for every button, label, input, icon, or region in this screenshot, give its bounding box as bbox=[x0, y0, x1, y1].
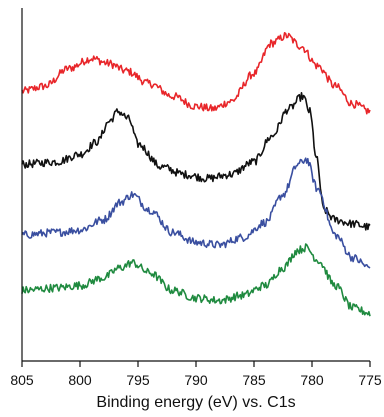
series-line-2 bbox=[21, 92, 371, 231]
series-line-4 bbox=[21, 243, 371, 317]
plot-area: 805 800 795 790 785 780 775 bbox=[10, 8, 382, 388]
x-tick-layer: 805 800 795 790 785 780 775 bbox=[10, 361, 382, 388]
series-line-3 bbox=[21, 157, 371, 269]
x-tick-label: 795 bbox=[126, 372, 150, 388]
x-tick-label: 805 bbox=[10, 372, 34, 388]
x-tick-label: 790 bbox=[184, 372, 208, 388]
series-line-1 bbox=[21, 31, 371, 115]
x-tick-label: 800 bbox=[68, 372, 92, 388]
x-tick-label: 785 bbox=[242, 372, 266, 388]
x-tick-label: 780 bbox=[300, 372, 324, 388]
x-tick-label: 775 bbox=[358, 372, 382, 388]
series-layer bbox=[21, 31, 371, 317]
x-axis-title: Binding energy (eV) vs. C1s bbox=[96, 394, 295, 411]
